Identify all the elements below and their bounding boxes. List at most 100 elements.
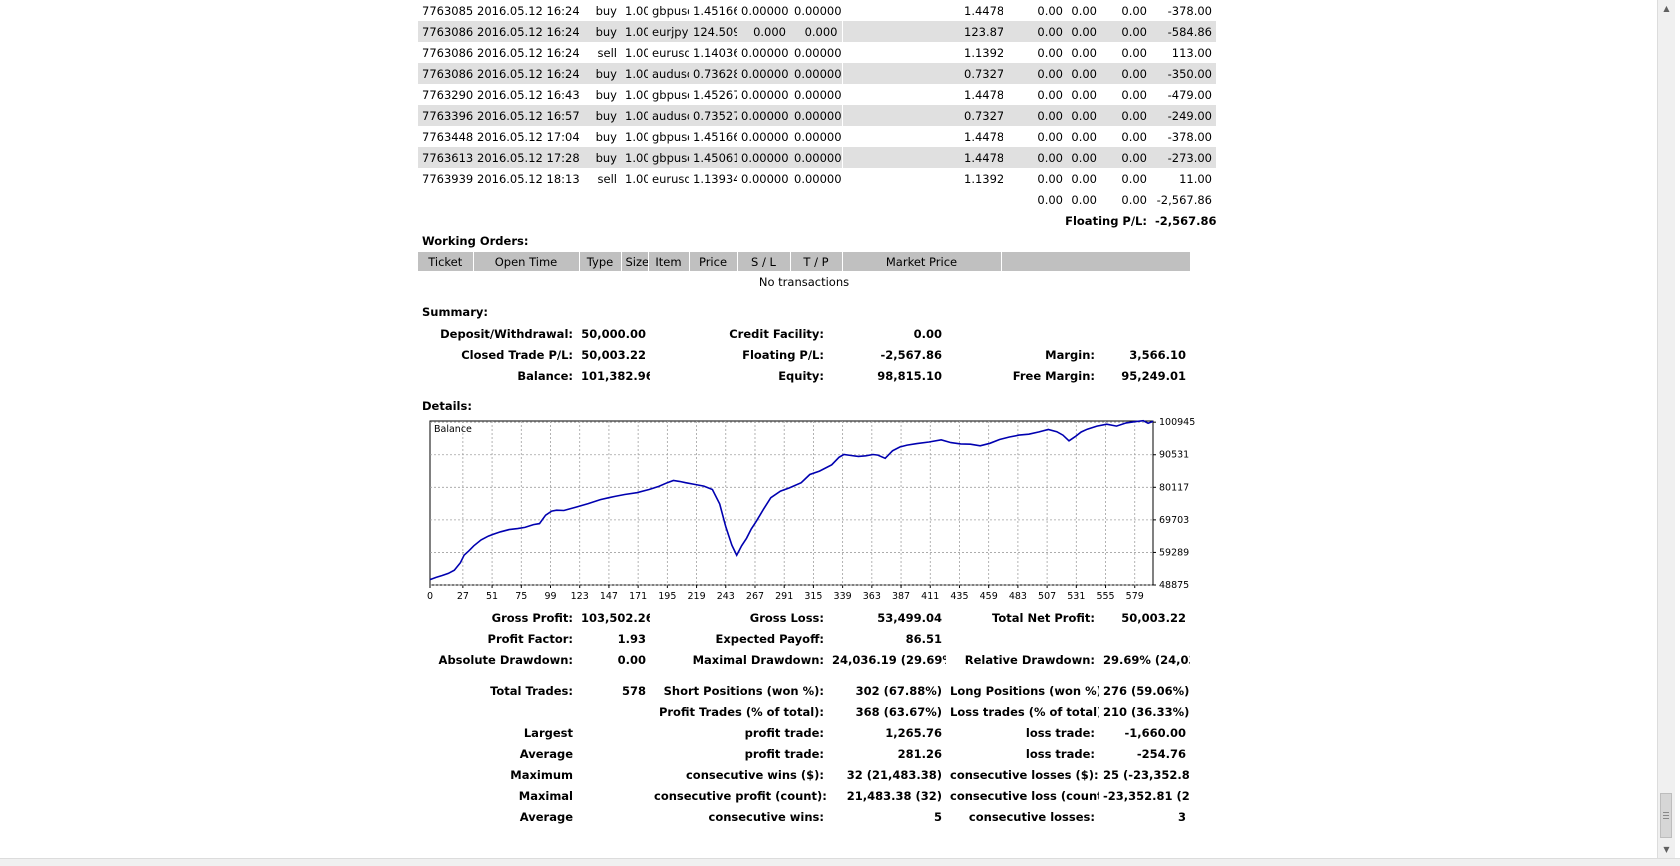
position-type: buy xyxy=(579,147,621,168)
position-tp: 0.00000 xyxy=(790,63,842,84)
chart-xtick-label: 171 xyxy=(629,591,647,602)
position-commission: 0.00 xyxy=(1037,87,1063,102)
totals-swap: 0.00 xyxy=(1121,192,1147,207)
chart-ytick-label: 59289 xyxy=(1159,547,1189,558)
stat-value: 98,815.10 xyxy=(877,368,942,383)
stat-label: consecutive wins: xyxy=(708,809,825,824)
stat-value: 368 (63.67%) xyxy=(855,704,942,719)
chart-xtick-label: 483 xyxy=(1009,591,1027,602)
chart-xtick-label: 99 xyxy=(544,591,556,602)
scrollbar-thumb[interactable] xyxy=(1660,793,1672,838)
position-spacer xyxy=(841,21,960,42)
chart-xtick-label: 363 xyxy=(863,591,881,602)
stat-value: 101,382.96 xyxy=(581,368,650,383)
balance-chart: 0 27 51 75 99 123 147 171 195 219 243 267 291 315 339 3… xyxy=(418,417,1246,607)
position-swap: 0.00 xyxy=(1121,3,1147,18)
chart-xtick-label: 0 xyxy=(427,591,433,602)
chart-frame xyxy=(429,420,1154,586)
position-type: sell xyxy=(597,171,617,186)
stat-value: 24,036.19 (29.69%) xyxy=(832,652,946,667)
position-market-price: 1.13923 xyxy=(964,45,1003,60)
chart-xtick-label: 435 xyxy=(950,591,968,602)
stat-label: Largest xyxy=(523,725,573,740)
scroll-up-arrow-icon[interactable]: ▲ xyxy=(1663,4,1670,13)
position-tp: 0.00000 xyxy=(794,129,842,144)
stat-label: Average xyxy=(519,746,573,761)
chart-xtick-label: 387 xyxy=(892,591,910,602)
chart-ytick-label: 69703 xyxy=(1159,515,1189,526)
stat-value: 21,483.38 (32) xyxy=(846,788,942,803)
chart-xtick-label: 507 xyxy=(1038,591,1056,602)
position-price: 1.13934 xyxy=(693,171,737,186)
stat-value: 29.69% (24,036.19) xyxy=(1103,652,1190,667)
stat-value xyxy=(577,785,650,806)
stat-value: 302 (67.88%) xyxy=(855,683,942,698)
stat-label: Short Positions (won %): xyxy=(663,683,824,698)
position-size: 1.00 xyxy=(625,45,648,60)
no-transactions-text: No transactions xyxy=(758,274,850,289)
position-item: eurjpy xyxy=(648,21,689,42)
stat-label xyxy=(946,628,1099,649)
stat-value: 50,000.00 xyxy=(581,326,646,341)
position-open-time: 2016.05.12 16:24:35 xyxy=(477,3,579,18)
stat-value: 276 (59.06%) xyxy=(1103,683,1190,698)
scroll-down-arrow-icon[interactable]: ▼ xyxy=(1663,845,1670,854)
position-taxes: 0.00 xyxy=(1071,45,1097,60)
position-profit: -350.00 xyxy=(1151,63,1216,84)
working-orders-header-cell: S / L xyxy=(737,252,791,271)
stat-label: Maximal xyxy=(518,788,573,803)
position-price: 124.509 xyxy=(689,21,737,42)
grip-line xyxy=(1663,815,1669,816)
position-open-time: 2016.05.12 18:13:24 xyxy=(477,171,579,186)
balance-line xyxy=(429,419,1154,581)
position-commission: 0.00 xyxy=(1037,45,1063,60)
position-sl: 0.00000 xyxy=(741,171,789,186)
stat-row: Maximum consecutive wins ($): 32 (21,483.3… xyxy=(418,764,1190,785)
stat-value: 50,003.22 xyxy=(1121,610,1186,625)
chart-xtick-label: 315 xyxy=(804,591,822,602)
stat-label: Gross Loss: xyxy=(749,610,824,625)
position-profit: 113.00 xyxy=(1171,45,1212,60)
position-ticket: 77632907 xyxy=(422,87,473,102)
stat-label: consecutive profit (count): xyxy=(654,788,827,803)
stat-value: 95,249.01 xyxy=(1121,368,1186,383)
stat-row: Balance: 101,382.96 Equity: 98,815.10 Free M… xyxy=(418,365,1190,386)
position-sl: 0.00000 xyxy=(741,87,789,102)
chart-xtick-label: 219 xyxy=(687,591,705,602)
position-spacer xyxy=(841,63,960,84)
working-orders-header-cell: Item xyxy=(648,252,690,271)
position-item: audusd xyxy=(648,63,689,84)
stat-row: Profit Factor: 1.93 Expected Payoff: 86.51 xyxy=(418,628,1190,649)
details-title: Details: xyxy=(422,399,472,413)
position-profit: -378.00 xyxy=(1167,129,1212,144)
stat-value xyxy=(577,764,650,785)
position-ticket: 77630865 xyxy=(418,63,473,84)
details-stats-b: Total Trades: 578 Short Positions (won %):… xyxy=(418,680,1190,827)
chart-xtick-label: 531 xyxy=(1067,591,1085,602)
position-price: 1.45267 xyxy=(693,87,737,102)
stat-label: Relative Drawdown: xyxy=(964,652,1095,667)
stat-label xyxy=(946,323,1099,344)
chart-xtick-label: 555 xyxy=(1096,591,1114,602)
working-orders-header-cell: Open Time xyxy=(473,252,580,271)
vertical-scrollbar[interactable]: ▲ ▼ xyxy=(1657,0,1675,858)
position-type: buy xyxy=(595,3,617,18)
position-swap: 0.00 xyxy=(1101,21,1151,42)
position-tp: 0.00000 xyxy=(790,147,842,168)
position-price: 1.45061 xyxy=(689,147,737,168)
position-size: 1.00 xyxy=(625,171,648,186)
position-swap: 0.00 xyxy=(1101,63,1151,84)
position-tp: 0.000 xyxy=(790,21,842,42)
position-spacer xyxy=(841,42,960,63)
stat-label: Total Net Profit: xyxy=(992,610,1095,625)
position-taxes: 0.00 xyxy=(1071,3,1097,18)
position-market-price: 1.44788 xyxy=(964,129,1003,144)
position-sl: 0.00000 xyxy=(737,105,790,126)
stat-value: -254.76 xyxy=(1136,746,1186,761)
working-orders-header-cell: Type xyxy=(579,252,622,271)
working-orders-header-cell: Size xyxy=(621,252,649,271)
stat-value: 50,003.22 xyxy=(581,347,646,362)
stat-label: consecutive losses: xyxy=(968,809,1095,824)
position-open-time: 2016.05.12 16:57:16 xyxy=(473,105,579,126)
position-market-price: 1.13923 xyxy=(964,171,1003,186)
